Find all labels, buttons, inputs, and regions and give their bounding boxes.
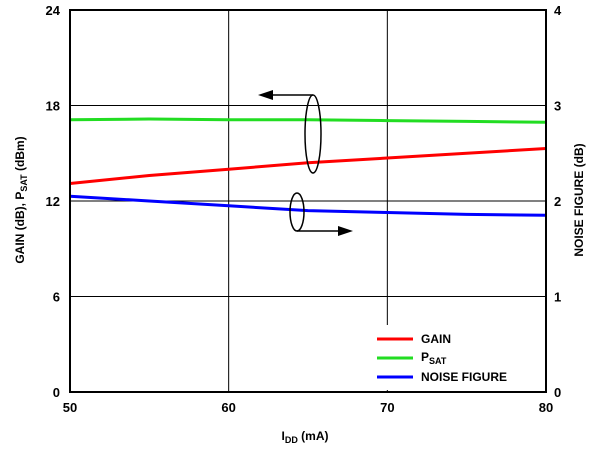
axis-indicator-annotations	[258, 90, 353, 236]
x-tick-label: 60	[221, 400, 235, 415]
y-left-tick-label: 24	[46, 3, 61, 18]
y-right-tick-label: 3	[554, 99, 561, 114]
plot-border	[69, 9, 547, 393]
x-tick-label: 70	[380, 400, 394, 415]
y-right-tick-label: 0	[554, 385, 561, 400]
right-axis-indicator-ellipse	[289, 192, 305, 232]
y-right-tick-label: 2	[554, 194, 561, 209]
legend-label-noise-figure: NOISE FIGURE	[421, 370, 507, 384]
y-axis-right-label: NOISE FIGURE (dB)	[572, 143, 586, 256]
series-line-psat	[69, 117, 547, 124]
legend-label-psat: PSAT	[421, 350, 447, 366]
x-tick-label: 50	[63, 400, 77, 415]
plot-frame	[69, 9, 547, 393]
legend-label-gain: GAIN	[421, 332, 451, 346]
y-right-tick-label: 4	[554, 3, 562, 18]
left-axis-arrowhead	[258, 90, 273, 100]
y-left-tick-label: 12	[46, 194, 60, 209]
legend: GAIN PSAT NOISE FIGURE	[370, 325, 545, 390]
x-tick-label: 80	[539, 400, 553, 415]
y-left-tick-label: 0	[53, 385, 60, 400]
x-axis-label: IDD (mA)	[281, 429, 328, 445]
y-left-tick-label: 18	[46, 99, 60, 114]
y-right-tick-label: 1	[554, 290, 561, 305]
y-left-tick-label: 6	[53, 290, 60, 305]
y-axis-left-label: GAIN (dB), PSAT (dBm)	[13, 136, 29, 263]
right-axis-arrowhead	[338, 226, 353, 236]
series-line-nf	[69, 194, 547, 217]
